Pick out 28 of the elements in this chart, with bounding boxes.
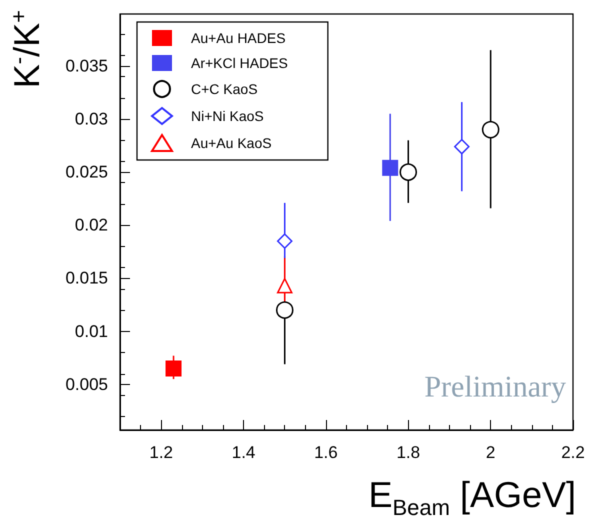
legend-label: C+C KaoS xyxy=(191,81,258,97)
y-tick-label: 0.015 xyxy=(65,268,108,288)
x-tick-label: 1.2 xyxy=(149,443,173,462)
point xyxy=(454,138,470,154)
point xyxy=(166,360,182,376)
y-tick-label: 0.035 xyxy=(65,56,108,76)
y-tick-label: 0.02 xyxy=(74,216,108,235)
point xyxy=(276,233,292,249)
x-tick-label: 1.4 xyxy=(232,443,256,462)
point xyxy=(400,163,418,181)
point xyxy=(276,301,294,319)
legend-label: Ni+Ni KaoS xyxy=(191,108,264,124)
point xyxy=(482,120,500,138)
point xyxy=(276,278,292,294)
x-tick-label: 1.8 xyxy=(396,443,420,462)
point xyxy=(382,160,398,176)
y-tick-label: 0.03 xyxy=(74,110,108,129)
y-tick-label: 0.005 xyxy=(65,374,108,394)
y-tick-label: 0.025 xyxy=(65,162,108,182)
legend-label: Au+Au KaoS xyxy=(191,135,272,151)
x-tick-label: 2 xyxy=(486,443,496,462)
annotation: Preliminary xyxy=(424,370,566,404)
x-tick-label: 1.6 xyxy=(314,443,338,462)
legend-label: Ar+KCl HADES xyxy=(191,55,288,71)
x-tick-label: 2.2 xyxy=(561,443,585,462)
legend-label: Au+Au HADES xyxy=(191,30,286,46)
x-axis-title: E$_{Beam}$ [AGeV] xyxy=(368,474,576,520)
y-tick-label: 0.01 xyxy=(74,322,108,341)
